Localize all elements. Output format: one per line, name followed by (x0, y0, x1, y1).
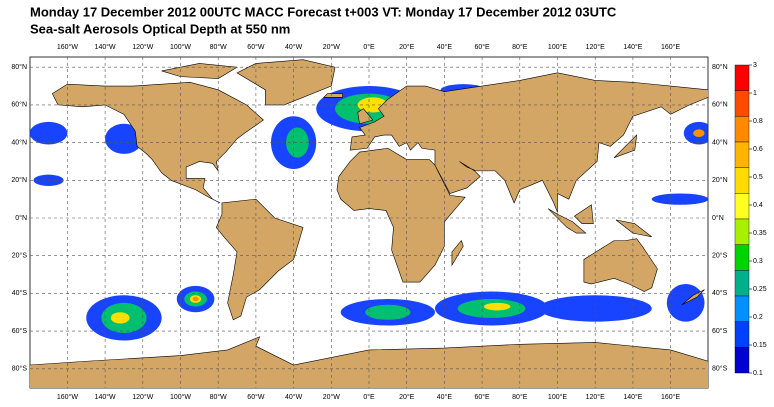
latitude-label: 80°N (11, 63, 27, 71)
colorbar-swatch (734, 347, 750, 374)
latitude-label: 60°S (712, 327, 728, 335)
longitude-label: 140°W (95, 43, 116, 51)
colorbar-swatch (734, 64, 750, 91)
colorbar-label: 0.35 (753, 230, 767, 237)
longitude-label: 120°W (132, 43, 153, 51)
longitude-label: 60°E (474, 43, 490, 51)
latitude-label: 60°N (11, 101, 27, 109)
latitude-label: 40°S (12, 289, 28, 297)
colorbar-label: 0.8 (753, 118, 763, 125)
longitude-label: 20°E (399, 43, 415, 51)
latitude-label: 60°N (712, 101, 728, 109)
latitude-label: 80°N (712, 63, 728, 71)
longitude-label: 20°E (399, 393, 415, 401)
latitude-label: 40°N (11, 138, 27, 146)
graticule (30, 57, 708, 388)
longitude-label: 120°E (586, 43, 605, 51)
latitude-label: 0°N (712, 214, 724, 222)
longitude-label: 140°E (623, 43, 642, 51)
longitude-label: 40°E (437, 43, 453, 51)
latitude-label: 80°S (12, 365, 28, 373)
colorbar-swatch (734, 141, 750, 168)
axis-labels: 160°W 160°W 140°W 140°W 120°W 120°W 100°W 100°W… (11, 43, 727, 401)
longitude-label: 40°W (285, 43, 303, 51)
title: Monday 17 December 2012 00UTC MACC Forec… (30, 4, 617, 19)
latitude-label: 0°N (15, 214, 27, 222)
colorbar-swatch (734, 295, 750, 322)
colorbar-swatch (734, 218, 750, 245)
longitude-label: 20°W (323, 43, 341, 51)
latitude-label: 20°N (712, 176, 728, 184)
longitude-label: 160°W (57, 43, 78, 51)
longitude-label: 20°W (323, 393, 341, 401)
longitude-label: 140°E (623, 393, 642, 401)
colorbar-swatch (734, 244, 750, 271)
colorbar-swatch (734, 270, 750, 297)
longitude-label: 120°E (586, 393, 605, 401)
longitude-label: 140°W (95, 393, 116, 401)
latitude-label: 20°S (12, 252, 28, 260)
longitude-label: 60°W (247, 43, 265, 51)
longitude-label: 100°W (170, 393, 191, 401)
longitude-label: 40°W (285, 393, 303, 401)
colorbar-label: 0.6 (753, 146, 763, 153)
latitude-label: 40°S (712, 289, 728, 297)
latitude-label: 40°N (712, 138, 728, 146)
colorbar-label: 0.2 (753, 314, 763, 321)
longitude-label: 120°W (132, 393, 153, 401)
longitude-label: 100°W (170, 43, 191, 51)
colorbar-swatch (734, 116, 750, 143)
latitude-label: 20°S (712, 252, 728, 260)
map (30, 57, 708, 388)
longitude-label: 160°W (57, 393, 78, 401)
colorbar-label: 0.5 (753, 174, 763, 181)
colorbar-swatch (734, 90, 750, 117)
colorbar-label: 0.15 (753, 342, 767, 349)
latitude-label: 80°S (712, 365, 728, 373)
colorbar-swatch (734, 321, 750, 348)
latitude-label: 20°N (11, 176, 27, 184)
subtitle: Sea-salt Aerosols Optical Depth at 550 n… (30, 21, 290, 36)
latitude-label: 60°S (12, 327, 28, 335)
longitude-label: 60°W (247, 393, 265, 401)
longitude-label: 160°E (661, 43, 680, 51)
longitude-label: 0°E (363, 393, 375, 401)
colorbar-label: 0.25 (753, 286, 767, 293)
longitude-label: 100°E (548, 43, 567, 51)
colorbar-swatch (734, 167, 750, 194)
longitude-label: 160°E (661, 393, 680, 401)
longitude-label: 100°E (548, 393, 567, 401)
longitude-label: 80°E (512, 393, 528, 401)
colorbar-label: 0.3 (753, 258, 763, 265)
colorbar-label: 0.4 (753, 202, 763, 209)
longitude-label: 40°E (437, 393, 453, 401)
longitude-label: 0°E (363, 43, 375, 51)
colorbar-label: 1 (753, 90, 757, 97)
longitude-label: 80°W (210, 393, 228, 401)
colorbar-swatch (734, 193, 750, 220)
colorbar-label: 3 (753, 62, 757, 69)
longitude-label: 80°W (210, 43, 228, 51)
colorbar: 3 1 0.8 0.6 0.5 0.4 0.35 0.3 0.25 0.2 0.15 0.1 (734, 62, 767, 377)
longitude-label: 60°E (474, 393, 490, 401)
colorbar-label: 0.1 (753, 370, 763, 377)
longitude-label: 80°E (512, 43, 528, 51)
